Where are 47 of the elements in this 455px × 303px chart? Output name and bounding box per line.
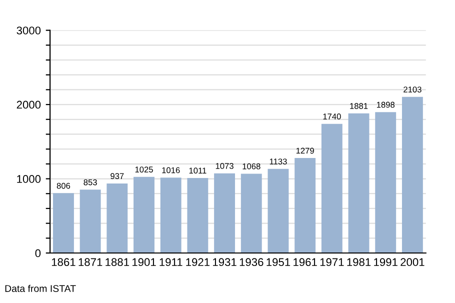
bar [240,174,262,254]
x-tick-label: 2001 [400,258,424,266]
bar [187,178,208,254]
bar [375,112,396,254]
data-label: 853 [84,179,97,186]
y-tick-label: 1000 [17,175,41,183]
x-tick-label: 1991 [374,258,398,266]
bar [106,183,128,254]
x-tick-label: 1861 [52,258,76,266]
x-tick-label: 1961 [294,258,317,266]
bar [294,158,316,254]
data-label: 806 [56,182,70,189]
x-tick-label: 1871 [78,258,102,266]
data-label: 937 [110,173,124,180]
bar [160,178,182,254]
x-tick-label: 1951 [266,258,290,266]
x-tick-label: 1981 [347,258,371,266]
data-label: 1133 [270,158,287,164]
x-tick-label: 1901 [132,258,156,266]
data-label: 1073 [216,163,234,169]
data-label: 1898 [376,102,395,108]
x-tick-label: 1971 [320,258,344,266]
bar [321,124,342,254]
bar [53,193,74,254]
x-tick-label: 1936 [240,258,264,266]
y-tick-label: 0 [35,249,41,258]
x-tick-label: 1911 [160,258,182,266]
x-tick-label: 1931 [213,258,236,266]
bar [134,176,154,254]
data-label: 1025 [135,166,153,172]
bar [268,168,289,254]
data-label: 1016 [162,167,180,174]
bar [348,113,370,254]
x-tick-label: 1921 [186,258,210,266]
data-label: 1068 [242,163,260,170]
data-label: 1279 [296,148,314,154]
bar [214,173,236,254]
data-label: 1881 [350,103,368,109]
y-tick-label: 2000 [16,100,41,109]
bar [80,190,101,254]
data-label: 1740 [323,114,341,120]
text: Data from ISTAT [5,284,76,292]
data-label: 2103 [404,86,422,92]
bar [402,96,423,254]
y-tick-label: 3000 [16,26,41,34]
data-label: 1011 [189,168,206,174]
x-tick-label: 1881 [106,258,129,266]
